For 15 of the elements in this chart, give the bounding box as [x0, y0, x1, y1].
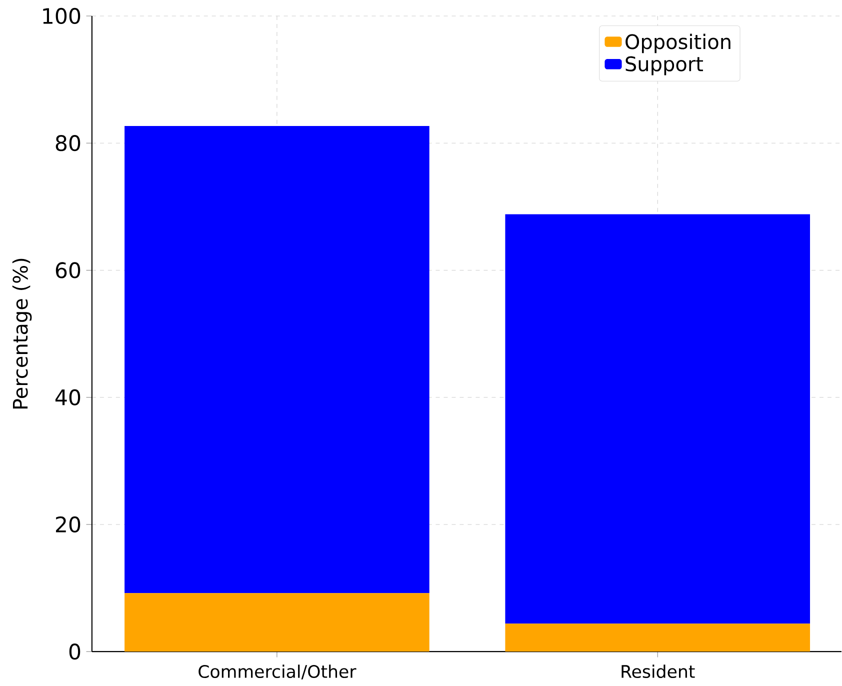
y-tick-label: 100	[43, 8, 80, 24]
y-tick-label: 0	[69, 644, 80, 660]
bar	[505, 624, 810, 652]
y-tick-label: 20	[56, 516, 80, 533]
y-axis-title: Percentage (%)	[12, 259, 32, 409]
legend-label: Opposition	[626, 34, 730, 54]
y-tick-label: 80	[56, 135, 80, 152]
bar	[124, 126, 430, 594]
y-tick-label: 40	[55, 390, 80, 406]
bar	[505, 214, 810, 624]
legend-label: Support	[626, 56, 703, 76]
x-tick-label: Resident	[622, 664, 695, 678]
x-tick-label: Commercial/Other	[198, 664, 356, 680]
y-tick-label: 60	[56, 262, 80, 278]
bar	[124, 593, 430, 652]
